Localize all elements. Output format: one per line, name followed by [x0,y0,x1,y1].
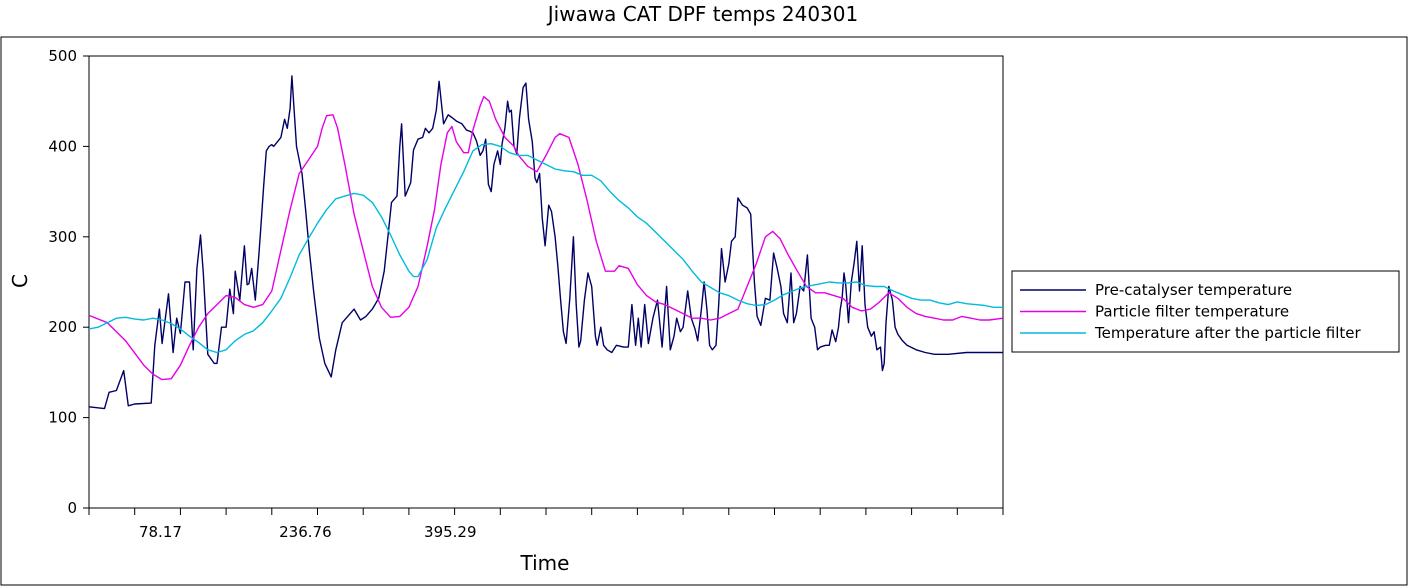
y-tick-label: 0 [67,499,77,517]
y-tick-label: 400 [48,137,77,155]
series-line-2 [88,142,1003,354]
y-tick-label: 100 [48,409,77,427]
series-lines [88,75,1004,410]
x-tick-label: 236.76 [279,523,332,541]
y-tick-label: 500 [48,47,77,65]
legend-label-0: Pre-catalyser temperature [1095,281,1292,299]
y-axis: 0 100 200 300 400 500 [48,47,89,517]
x-tick-label: 78.17 [139,523,182,541]
y-axis-title: C [8,274,32,288]
legend-label-2: Temperature after the particle filter [1094,324,1361,342]
y-tick-label: 300 [48,228,77,246]
x-axis: 78.17 236.76 395.29 [88,508,1004,541]
legend: Pre-catalyser temperature Particle filter… [1011,270,1400,353]
outer-frame [0,36,1408,586]
series-line-1 [88,95,1004,381]
x-axis-title: Time [520,551,570,575]
series-line-0 [88,75,1003,410]
chart-title: Jiwawa CAT DPF temps 240301 [546,2,858,26]
x-tick-label: 395.29 [424,523,477,541]
y-tick-label: 200 [48,318,77,336]
legend-label-1: Particle filter temperature [1095,303,1289,321]
